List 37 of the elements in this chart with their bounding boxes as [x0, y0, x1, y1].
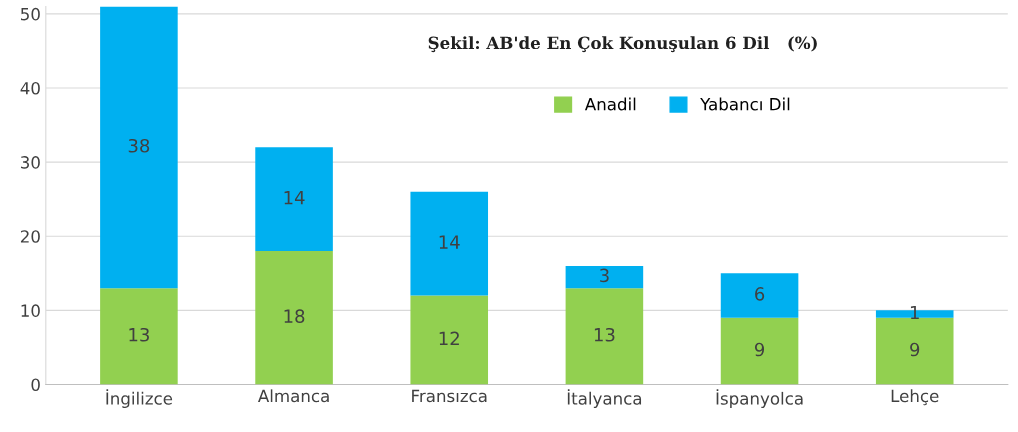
data-label: 18 [284, 309, 305, 324]
x-tick-label: Lehçe [891, 389, 939, 406]
bar [100, 6, 178, 289]
data-label: 6 [755, 287, 765, 301]
data-label: 12 [439, 331, 459, 345]
y-tick-label: 10 [21, 304, 40, 317]
y-tick-label: 40 [20, 81, 40, 95]
bar [720, 317, 799, 385]
x-tick-label: İtalyanca [567, 389, 642, 409]
legend-label: Yabancı Dil [700, 97, 790, 111]
y-tick-label: 20 [20, 230, 40, 243]
bar [255, 251, 333, 385]
bar [565, 265, 644, 289]
text: Şekil: AB'de En Çok Konuşulan 6 Dil (%) [428, 36, 817, 53]
data-label: 13 [129, 327, 149, 342]
bar [875, 317, 954, 385]
y-tick-label: 30 [21, 156, 40, 169]
x-tick-label: İngilizce [106, 389, 173, 409]
bar [410, 191, 489, 296]
bar [255, 147, 333, 252]
data-label: 14 [439, 235, 460, 249]
data-label: 14 [284, 191, 305, 205]
data-label: 9 [910, 342, 920, 357]
data-label: 3 [600, 268, 609, 283]
data-label: 13 [594, 327, 615, 342]
bar [720, 273, 799, 318]
bar [565, 288, 644, 385]
x-tick-label: Fransızca [412, 389, 487, 403]
y-tick-label: 50 [21, 7, 40, 21]
legend-label: Anadil [584, 97, 636, 111]
data-label: 38 [128, 138, 150, 153]
data-label: 9 [754, 342, 765, 357]
bar [410, 295, 489, 385]
x-tick-label: Almanca [257, 389, 329, 403]
y-tick-label: 0 [31, 378, 40, 392]
bar [100, 288, 178, 385]
x-tick-label: İspanyolca [716, 389, 803, 409]
